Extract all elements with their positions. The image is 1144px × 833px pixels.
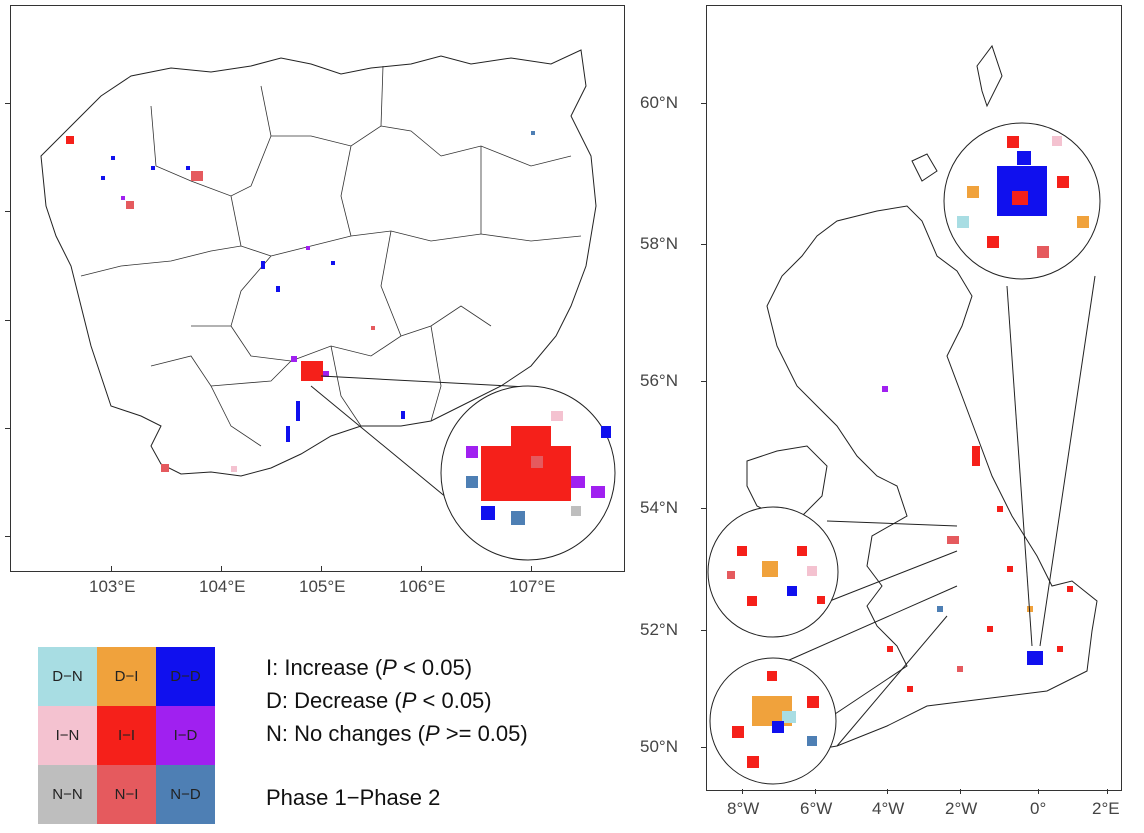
uk-map-panel bbox=[706, 5, 1122, 791]
cambodia-y-tick bbox=[5, 211, 10, 212]
legend-cell: N−N bbox=[38, 765, 97, 824]
uk-x-tick-2w: 2°W bbox=[945, 799, 978, 818]
legend-cell: I−I bbox=[97, 706, 156, 765]
uk-x-tick-6w: 6°W bbox=[800, 799, 833, 818]
country-outline bbox=[40, 49, 597, 477]
cambodia-y-tick bbox=[5, 103, 10, 104]
uk-x-tick-8w: 8°W bbox=[727, 799, 760, 818]
legend-no-change: N: No changes (P >= 0.05) bbox=[266, 721, 528, 746]
uk-x-tick-0: 0° bbox=[1030, 799, 1047, 818]
uk-y-tick-52: 52°N bbox=[640, 620, 678, 639]
legend-cell: N−I bbox=[97, 765, 156, 824]
uk-map bbox=[707, 44, 1101, 785]
legend-cell: N−D bbox=[156, 765, 215, 824]
orkney-outline bbox=[911, 153, 938, 182]
birmingham-inset-cells bbox=[732, 671, 819, 768]
cambodia-x-tick-106: 106°E bbox=[399, 577, 446, 596]
bivariate-legend: D−N D−I D−D I−N I−I I−D N−N N−I N−D bbox=[38, 647, 216, 825]
uk-y-tick-50: 50°N bbox=[640, 737, 678, 756]
uk-y-tick-60: 60°N bbox=[640, 93, 678, 112]
uk-y-tick-54: 54°N bbox=[640, 498, 678, 517]
shetland-outline bbox=[976, 44, 1003, 108]
london-inset-cells bbox=[957, 136, 1089, 258]
legend-phase-label: Phase 1−Phase 2 bbox=[266, 785, 441, 810]
province-borders bbox=[80, 65, 582, 447]
legend-cell: D−D bbox=[156, 647, 215, 706]
legend-cell: D−N bbox=[38, 647, 97, 706]
legend-cell: D−I bbox=[97, 647, 156, 706]
cambodia-inset-cells bbox=[466, 411, 611, 525]
cambodia-y-tick bbox=[5, 320, 10, 321]
uk-y-tick-56: 56°N bbox=[640, 371, 678, 390]
uk-y-tick-58: 58°N bbox=[640, 234, 678, 253]
uk-x-tick-2e: 2°E bbox=[1092, 799, 1120, 818]
legend-cell: I−D bbox=[156, 706, 215, 765]
cambodia-map-panel bbox=[10, 5, 625, 572]
uk-x-tick-4w: 4°W bbox=[872, 799, 905, 818]
manchester-inset-cells bbox=[727, 546, 825, 606]
cambodia-cells bbox=[66, 131, 535, 472]
cambodia-y-tick bbox=[5, 536, 10, 537]
cambodia-x-tick-107: 107°E bbox=[509, 577, 556, 596]
legend-increase: I: Increase (P < 0.05) bbox=[266, 655, 473, 680]
legend-cell: I−N bbox=[38, 706, 97, 765]
cambodia-map bbox=[40, 49, 616, 561]
cambodia-y-tick bbox=[5, 428, 10, 429]
cambodia-x-tick-103: 103°E bbox=[89, 577, 136, 596]
cambodia-x-tick-105: 105°E bbox=[299, 577, 346, 596]
uk-cells bbox=[882, 386, 1073, 692]
ireland-outline bbox=[746, 445, 828, 517]
cambodia-x-tick-104: 104°E bbox=[199, 577, 246, 596]
legend-decrease: D: Decrease (P < 0.05) bbox=[266, 688, 492, 713]
gb-outline bbox=[766, 205, 1098, 752]
